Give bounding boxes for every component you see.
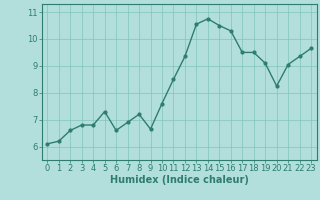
X-axis label: Humidex (Indice chaleur): Humidex (Indice chaleur) [110,175,249,185]
